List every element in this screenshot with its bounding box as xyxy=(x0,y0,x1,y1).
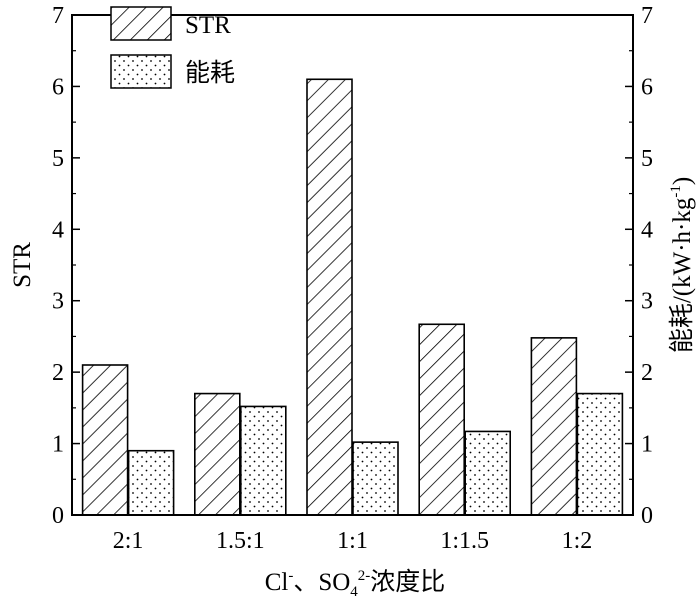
legend-label-str: STR xyxy=(185,12,231,39)
right-tick-label: 6 xyxy=(641,74,653,100)
left-tick-label: 7 xyxy=(52,3,64,29)
left-tick-label: 6 xyxy=(52,74,64,100)
right-tick-label: 3 xyxy=(641,289,653,315)
x-axis-label-cl: Cl xyxy=(265,569,289,596)
bar-energy-1:2 xyxy=(576,392,624,516)
y2-axis-label-superscript: -1 xyxy=(668,185,684,198)
bar-str-1:1 xyxy=(306,78,353,516)
y2-axis-label-text: 能耗/(kW·h·kg xyxy=(668,197,696,353)
left-tick-label: 1 xyxy=(52,432,64,458)
legend-swatch-str xyxy=(110,6,172,41)
legend-label-energy: 能耗 xyxy=(185,59,235,87)
right-tick-label: 1 xyxy=(641,432,653,458)
x-axis-label-subscript: 4 xyxy=(350,584,358,600)
x-axis-label-suffix: 浓度比 xyxy=(370,568,445,596)
left-tick-label: 2 xyxy=(52,360,64,386)
right-tick-label: 2 xyxy=(641,360,653,386)
x-axis-label-cl-charge: - xyxy=(288,568,293,584)
right-tick-label: 0 xyxy=(641,503,653,529)
right-axis: 0 1 2 3 4 5 6 7 xyxy=(625,3,653,529)
bar-str-1.5:1 xyxy=(194,392,241,516)
y2-axis-label-close: ) xyxy=(669,177,696,185)
left-tick-label: 0 xyxy=(52,503,64,529)
x-axis-label-so: 、SO xyxy=(293,569,350,596)
bar-str-2:1 xyxy=(81,364,129,516)
right-tick-label: 4 xyxy=(641,217,653,243)
bar-energy-1:1.5 xyxy=(464,430,512,516)
x-axis-label-so4-charge: 2- xyxy=(358,568,371,584)
category-label: 1:1 xyxy=(337,528,368,554)
bar-str-1:1.5 xyxy=(418,323,466,516)
x-axis-label: Cl-、SO42-浓度比 xyxy=(265,568,446,600)
left-tick-label: 3 xyxy=(52,289,64,315)
right-tick-label: 5 xyxy=(641,146,653,172)
left-axis: 0 1 2 3 4 5 6 7 xyxy=(52,3,80,529)
left-tick-label: 5 xyxy=(52,146,64,172)
bar-energy-2:1 xyxy=(127,449,175,516)
bar-energy-1:1 xyxy=(352,441,399,516)
right-tick-label: 7 xyxy=(641,3,653,29)
bars-layer xyxy=(81,78,624,516)
legend: STR 能耗 xyxy=(110,6,235,89)
category-label: 2:1 xyxy=(113,528,144,554)
category-label: 1.5:1 xyxy=(216,528,265,554)
bar-str-1:2 xyxy=(530,337,578,516)
y-axis-label: STR xyxy=(9,242,36,288)
category-label: 1:2 xyxy=(562,528,593,554)
legend-swatch-energy xyxy=(110,54,172,89)
bar-energy-1.5:1 xyxy=(240,405,287,516)
y2-axis-label: 能耗/(kW·h·kg-1) xyxy=(668,177,696,353)
category-label: 1:1.5 xyxy=(440,528,489,554)
x-axis-categories: 2:1 1.5:1 1:1 1:1.5 1:2 xyxy=(113,509,592,554)
left-tick-label: 4 xyxy=(52,217,64,243)
